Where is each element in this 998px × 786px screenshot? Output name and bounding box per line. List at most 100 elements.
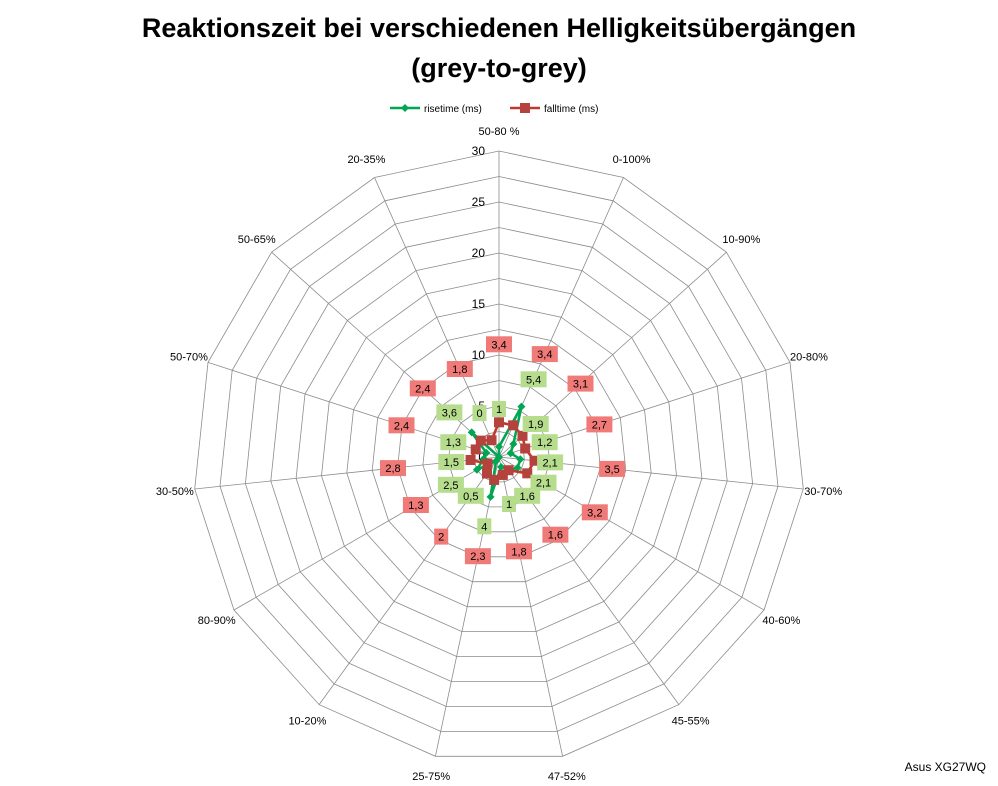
falltime-marker	[475, 435, 486, 446]
chart-title: Reaktionszeit bei verschiedenen Helligke…	[0, 8, 998, 88]
data-label-text: 2,7	[592, 419, 607, 431]
chart-title-line1: Reaktionszeit bei verschiedenen Helligke…	[141, 13, 857, 43]
falltime-marker	[465, 454, 476, 465]
grid-ring	[397, 354, 601, 558]
data-label-text: 1,8	[452, 364, 467, 376]
data-label: 1	[502, 496, 516, 512]
grid-spoke	[435, 456, 500, 757]
radial-tick-label: 30	[472, 144, 486, 158]
data-label: 2,4	[409, 380, 436, 397]
chart-title-line2: (grey-to-grey)	[411, 53, 587, 83]
data-label-text: 5,4	[526, 374, 541, 386]
data-label: 1,3	[402, 497, 429, 513]
data-label: 2,8	[380, 460, 406, 477]
data-label: 2	[434, 528, 449, 545]
legend-marker	[401, 104, 409, 112]
falltime-marker	[508, 420, 519, 431]
falltime-marker	[494, 417, 504, 428]
data-label-box	[437, 476, 464, 493]
data-label-text: 1,6	[548, 530, 563, 542]
data-label-text: 3,4	[537, 349, 552, 361]
falltime-marker	[482, 458, 493, 469]
data-label-text: 3,5	[604, 464, 619, 476]
category-label: 47-52%	[548, 771, 586, 783]
data-label-box	[388, 417, 415, 434]
category-label: 0-100%	[613, 154, 651, 166]
category-label: 30-50%	[156, 486, 194, 498]
risetime-marker	[495, 453, 503, 461]
data-label: 1,8	[446, 361, 473, 377]
data-label-box	[486, 336, 512, 353]
data-label: 3,2	[581, 504, 608, 521]
data-label-box	[522, 416, 549, 432]
data-label-text: 3,6	[442, 407, 457, 419]
data-label-text: 2,8	[385, 463, 400, 475]
data-label-box	[477, 518, 492, 535]
grid-ring	[270, 227, 728, 682]
data-label-box	[464, 548, 491, 565]
data-label: 1,8	[506, 543, 532, 560]
data-label: 0,5	[457, 487, 484, 504]
grid-ring	[321, 278, 677, 632]
data-label: 1,6	[514, 487, 541, 504]
data-label-box	[502, 496, 516, 512]
data-label-text: 2,4	[394, 420, 409, 432]
data-label-text: 0	[476, 408, 482, 420]
category-label: 45-55%	[672, 716, 710, 728]
data-label: 1,9	[522, 416, 549, 432]
data-label: 1,2	[531, 434, 558, 451]
data-label-box	[542, 526, 569, 543]
data-label: 2,4	[388, 417, 415, 434]
radial-tick-label: 20	[472, 246, 486, 260]
data-label-text: 1,9	[528, 419, 543, 431]
category-label: 40-60%	[762, 615, 800, 627]
legend: risetime (ms) falltime (ms)	[390, 103, 598, 115]
falltime-marker	[470, 444, 481, 455]
data-label-box	[457, 487, 484, 504]
falltime-marker	[482, 468, 493, 479]
falltime-marker	[520, 443, 531, 454]
data-label-text: 2,4	[415, 383, 430, 395]
data-label-text: 1,6	[520, 491, 535, 503]
data-label-box	[530, 474, 557, 491]
data-label: 3,5	[599, 460, 626, 477]
footer-note: Asus XG27WQ	[904, 760, 986, 774]
data-label: 1,6	[542, 526, 569, 543]
data-label-text: 2,1	[536, 478, 551, 490]
grid-ring	[295, 252, 703, 657]
data-label-box	[567, 375, 594, 392]
falltime-marker	[517, 430, 528, 441]
category-label: 80-90%	[198, 615, 236, 627]
grid-ring	[371, 329, 627, 583]
risetime-marker	[482, 448, 491, 457]
falltime-marker	[489, 474, 500, 485]
radar-grid	[194, 150, 804, 757]
risetime-marker	[497, 462, 506, 471]
legend-item: falltime (ms)	[510, 103, 598, 115]
risetime-marker	[506, 449, 515, 458]
category-labels: 50-80 % 0-100% 10-90% 20-80% 30-70% 40-60% 45-…	[156, 126, 843, 783]
data-label-box	[531, 434, 558, 451]
risetime-marker	[517, 402, 526, 411]
grid-ring	[244, 201, 754, 707]
data-label-text: 1,5	[444, 457, 459, 469]
data-label: 0	[472, 405, 487, 422]
falltime-marker	[497, 469, 508, 480]
category-label: 50-70%	[170, 351, 208, 363]
legend-marker	[520, 103, 530, 113]
grid-ring	[219, 176, 779, 732]
data-label-box	[434, 528, 449, 545]
data-label-box	[446, 361, 473, 377]
data-label-box	[581, 504, 608, 521]
data-label: 3,4	[531, 346, 558, 363]
risetime-marker	[472, 465, 481, 474]
data-label: 4	[477, 518, 492, 535]
risetime-marker	[467, 428, 476, 437]
data-label-box	[514, 487, 541, 504]
grid-ring	[194, 150, 804, 757]
data-label-text: 1,3	[408, 500, 423, 512]
data-label-box	[440, 434, 467, 451]
data-label: 2,3	[464, 548, 491, 565]
grid-ring	[346, 303, 652, 608]
